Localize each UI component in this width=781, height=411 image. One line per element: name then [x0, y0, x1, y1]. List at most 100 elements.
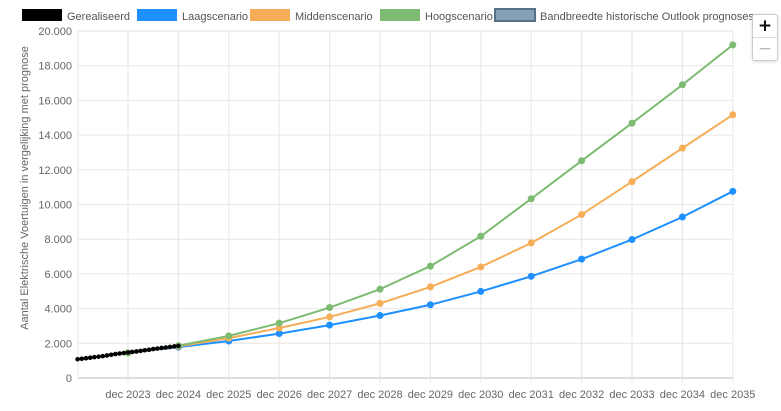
x-tick-label: dec 2035 [710, 389, 755, 401]
data-point-gerealiseerd [134, 349, 139, 354]
y-axis-title: Aantal Elektrische Voertuigen in vergeli… [19, 46, 31, 330]
data-point-middenscenario [275, 324, 283, 332]
x-tick-label: dec 2023 [105, 389, 150, 401]
data-point-gerealiseerd [113, 351, 118, 357]
data-point-middenscenario [578, 211, 586, 219]
x-tick-label: dec 2033 [609, 389, 654, 401]
data-point-gerealiseerd [92, 354, 97, 360]
y-tick-label: 12.000 [38, 165, 72, 177]
data-point-laagscenario [376, 312, 384, 320]
data-point-gerealiseerd [167, 344, 173, 350]
data-point-laagscenario [578, 255, 586, 263]
legend-item-middenscenario: Middenscenario [250, 9, 373, 23]
y-tick-label: 8.000 [44, 234, 72, 246]
data-point-hoogscenario [275, 319, 283, 327]
data-point-laagscenario [527, 272, 535, 280]
data-point-gerealiseerd [75, 356, 80, 362]
legend-label: Middenscenario [295, 11, 373, 23]
legend-swatch [380, 9, 420, 21]
y-tick-label: 10.000 [38, 200, 72, 212]
x-tick-label: dec 2029 [408, 389, 453, 401]
data-point-middenscenario [678, 144, 686, 152]
data-point-gerealiseerd [100, 353, 106, 359]
y-tick-label: 14.000 [38, 130, 72, 142]
data-point-hoogscenario [376, 285, 384, 293]
data-point-gerealiseerd [163, 345, 169, 350]
data-point-laagscenario [729, 187, 737, 195]
data-point-hoogscenario [326, 304, 334, 312]
data-point-hoogscenario [426, 262, 434, 270]
data-point-hoogscenario [729, 41, 737, 49]
data-point-middenscenario [426, 283, 434, 291]
data-point-hoogscenario [628, 119, 636, 127]
zoom-out-button[interactable]: − [757, 39, 773, 59]
data-point-gerealiseerd [142, 347, 148, 353]
data-point-laagscenario [628, 236, 636, 244]
x-tick-label: dec 2034 [660, 389, 705, 401]
data-point-gerealiseerd [83, 355, 89, 361]
data-point-laagscenario [678, 213, 686, 221]
data-point-gerealiseerd [125, 350, 131, 355]
data-point-gerealiseerd [117, 351, 122, 356]
legend-label: Hoogscenario [425, 11, 493, 23]
data-point-middenscenario [527, 239, 535, 247]
zoom-control: + − [752, 14, 778, 61]
data-point-gerealiseerd [146, 347, 152, 353]
x-tick-label: dec 2028 [357, 389, 402, 401]
series-hoogscenario [124, 41, 737, 357]
grid [77, 30, 734, 383]
zoom-in-button[interactable]: + [753, 15, 777, 38]
data-point-gerealiseerd [121, 350, 127, 356]
legend-item-gerealiseerd: Gerealiseerd [22, 9, 130, 23]
data-point-gerealiseerd [96, 354, 101, 359]
data-point-gerealiseerd [176, 343, 181, 349]
data-point-middenscenario [477, 263, 485, 271]
x-tick-label: dec 2026 [257, 389, 302, 401]
series-gerealiseerd [75, 343, 181, 362]
x-tick-label: dec 2032 [559, 389, 604, 401]
legend-swatch [22, 9, 62, 21]
data-point-hoogscenario [477, 232, 485, 240]
data-point-gerealiseerd [155, 346, 160, 351]
y-tick-label: 6.000 [44, 269, 72, 281]
data-point-middenscenario [729, 111, 737, 119]
data-point-hoogscenario [678, 81, 686, 89]
data-point-gerealiseerd [129, 349, 135, 355]
legend-label: Bandbreedte historische Outlook prognose… [540, 11, 755, 23]
series-layer [75, 41, 737, 362]
data-point-middenscenario [628, 178, 636, 186]
legend-label: Laagscenario [182, 11, 248, 23]
legend-item-laagscenario: Laagscenario [137, 9, 248, 23]
data-point-middenscenario [326, 313, 334, 321]
x-tick-label: dec 2027 [307, 389, 352, 401]
legend-label: Gerealiseerd [67, 11, 130, 23]
x-tick-label: dec 2030 [458, 389, 503, 401]
data-point-gerealiseerd [87, 355, 93, 361]
data-point-hoogscenario [578, 157, 586, 165]
y-tick-label: 2.000 [44, 338, 72, 350]
data-point-gerealiseerd [108, 352, 114, 358]
legend-swatch [137, 9, 177, 21]
data-point-gerealiseerd [104, 353, 110, 358]
legend-swatch [494, 8, 536, 22]
data-point-laagscenario [326, 321, 334, 329]
legend: Gerealiseerd Laagscenario Middenscenario Ho… [22, 8, 755, 23]
y-tick-label: 20.000 [38, 26, 72, 38]
legend-item-bandbreedte-historische-outlook-prognoses: Bandbreedte historische Outlook prognose… [494, 8, 755, 23]
x-tick-label: dec 2031 [509, 389, 554, 401]
legend-swatch [250, 9, 290, 21]
y-tick-label: 18.000 [38, 61, 72, 73]
data-point-middenscenario [376, 299, 384, 307]
data-point-laagscenario [426, 301, 434, 309]
y-tick-label: 16.000 [38, 95, 72, 107]
x-axis-ticks: dec 2023 dec 2024 dec 2025 dec 2026 dec 2027… [105, 389, 755, 401]
y-axis-ticks: 0 2.000 4.000 6.000 8.000 10.000 12.000 14.000 1… [38, 26, 72, 385]
data-point-gerealiseerd [171, 344, 177, 349]
data-point-gerealiseerd [138, 348, 143, 354]
x-tick-label: dec 2025 [206, 389, 251, 401]
legend-item-hoogscenario: Hoogscenario [380, 9, 493, 23]
y-tick-label: 0 [66, 373, 72, 385]
y-tick-label: 4.000 [44, 304, 72, 316]
data-point-hoogscenario [225, 332, 233, 340]
